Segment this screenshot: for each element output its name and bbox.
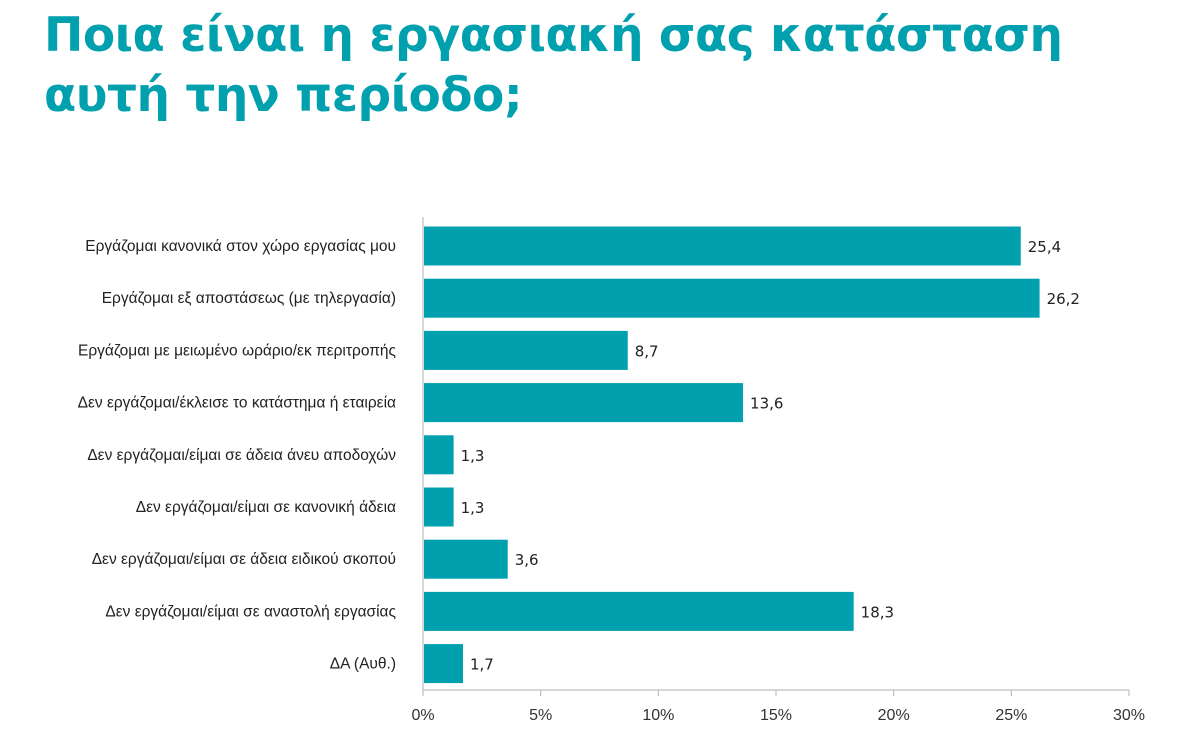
- value-label: 18,3: [861, 603, 894, 621]
- category-label: Εργάζομαι εξ αποστάσεως (με τηλεργασία): [102, 290, 396, 307]
- x-tick-label: 5%: [529, 707, 552, 724]
- bar: [424, 330, 628, 370]
- x-tick-label: 25%: [995, 707, 1027, 724]
- bar: [424, 591, 854, 631]
- category-label: Εργάζομαι κανονικά στον χώρο εργασίας μο…: [85, 238, 396, 255]
- bar: [424, 226, 1021, 266]
- category-label: Δεν εργάζομαι/έκλεισε το κατάστημα ή ετα…: [78, 395, 396, 412]
- category-label: ΔΑ (Αυθ.): [330, 656, 396, 673]
- x-tick-label: 0%: [411, 707, 434, 724]
- x-tick-label: 10%: [642, 707, 674, 724]
- bar: [424, 539, 508, 579]
- value-label: 25,4: [1028, 238, 1061, 256]
- value-label: 3,6: [515, 551, 539, 569]
- bar: [424, 383, 744, 423]
- category-label: Εργάζομαι με μειωμένο ωράριο/εκ περιτροπ…: [78, 342, 396, 359]
- bar: [424, 435, 454, 475]
- value-label: 8,7: [635, 342, 659, 360]
- bar: [424, 487, 454, 527]
- category-label: Δεν εργάζομαι/είμαι σε κανονική άδεια: [136, 499, 396, 516]
- x-tick-label: 15%: [760, 707, 792, 724]
- category-label: Δεν εργάζομαι/είμαι σε άδεια άνευ αποδοχ…: [87, 447, 396, 464]
- chart-title: Ποια είναι η εργασιακή σας κατάσταση αυτ…: [44, 8, 1063, 123]
- value-label: 13,6: [750, 395, 783, 413]
- category-label: Δεν εργάζομαι/είμαι σε άδεια ειδικού σκο…: [92, 551, 396, 568]
- bar: [424, 278, 1040, 318]
- value-label: 26,2: [1047, 290, 1080, 308]
- value-label: 1,3: [461, 447, 485, 465]
- value-label: 1,7: [470, 656, 494, 674]
- x-tick-label: 30%: [1113, 707, 1145, 724]
- bar: [424, 644, 464, 684]
- value-label: 1,3: [461, 499, 485, 517]
- x-tick-label: 20%: [878, 707, 910, 724]
- category-label: Δεν εργάζομαι/είμαι σε αναστολή εργασίας: [105, 603, 396, 620]
